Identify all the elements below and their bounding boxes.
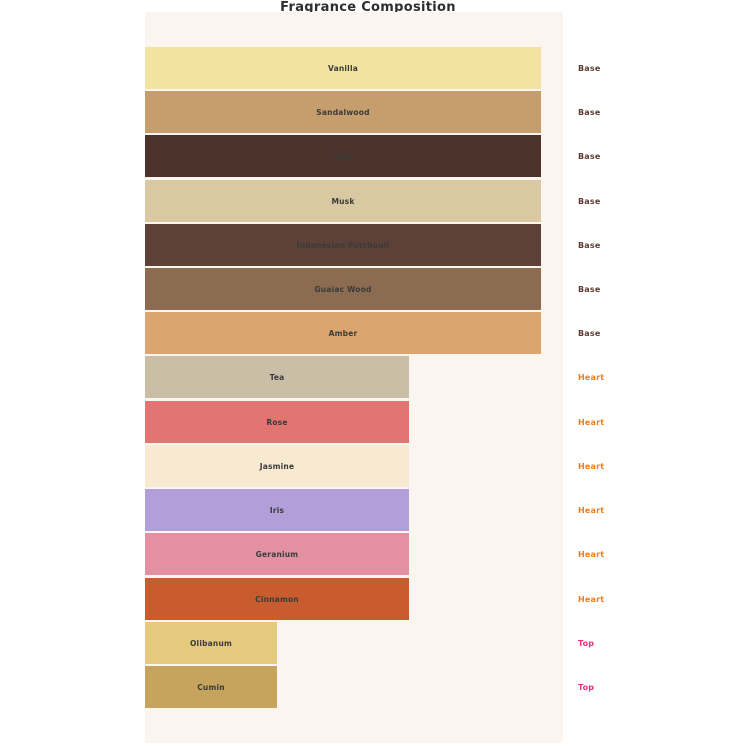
bar-guaiac-wood: Guaiac Wood (145, 268, 541, 310)
bar-label: Cumin (197, 682, 225, 692)
group-label-heart: Heart (578, 461, 605, 471)
bar-cinnamon: Cinnamon (145, 578, 409, 620)
group-label-heart: Heart (578, 372, 605, 382)
group-label-heart: Heart (578, 505, 605, 515)
bar-sandalwood: Sandalwood (145, 91, 541, 133)
group-label-top: Top (578, 682, 595, 692)
bar-amber: Amber (145, 312, 541, 354)
bar-label: Amber (328, 328, 358, 338)
bar-iris: Iris (145, 489, 409, 531)
bar-geranium: Geranium (145, 533, 409, 575)
bar-label: Musk (331, 196, 355, 206)
bar-olibanum: Olibanum (145, 622, 277, 664)
bar-cumin: Cumin (145, 666, 277, 708)
group-label-base: Base (578, 107, 601, 117)
bar-label: Tea (269, 372, 285, 382)
bar-oud: Oud (145, 135, 541, 177)
bar-vanilla: Vanilla (145, 47, 541, 89)
group-label-heart: Heart (578, 417, 605, 427)
group-label-heart: Heart (578, 594, 605, 604)
group-label-base: Base (578, 284, 601, 294)
group-label-base: Base (578, 63, 601, 73)
bar-jasmine: Jasmine (145, 445, 409, 487)
bar-musk: Musk (145, 180, 541, 222)
chart-title: Fragrance Composition (280, 0, 456, 15)
bar-label: Indonesian Patchouli (296, 240, 390, 250)
bar-label: Guaiac Wood (314, 284, 372, 294)
bar-tea: Tea (145, 356, 409, 398)
group-label-heart: Heart (578, 549, 605, 559)
bar-label: Jasmine (259, 461, 295, 471)
group-label-base: Base (578, 196, 601, 206)
bar-rose: Rose (145, 401, 409, 443)
group-label-top: Top (578, 638, 595, 648)
bar-label: Vanilla (328, 63, 358, 73)
bar-label: Sandalwood (316, 107, 370, 117)
bar-label: Cinnamon (255, 594, 299, 604)
group-label-base: Base (578, 328, 601, 338)
bar-label: Rose (266, 417, 288, 427)
bar-indonesian-patchouli: Indonesian Patchouli (145, 224, 541, 266)
bar-label: Olibanum (189, 638, 233, 648)
group-label-base: Base (578, 151, 601, 161)
bar-label: Iris (269, 505, 285, 515)
bar-label: Geranium (255, 549, 299, 559)
bar-label: Oud (334, 151, 352, 161)
group-label-base: Base (578, 240, 601, 250)
